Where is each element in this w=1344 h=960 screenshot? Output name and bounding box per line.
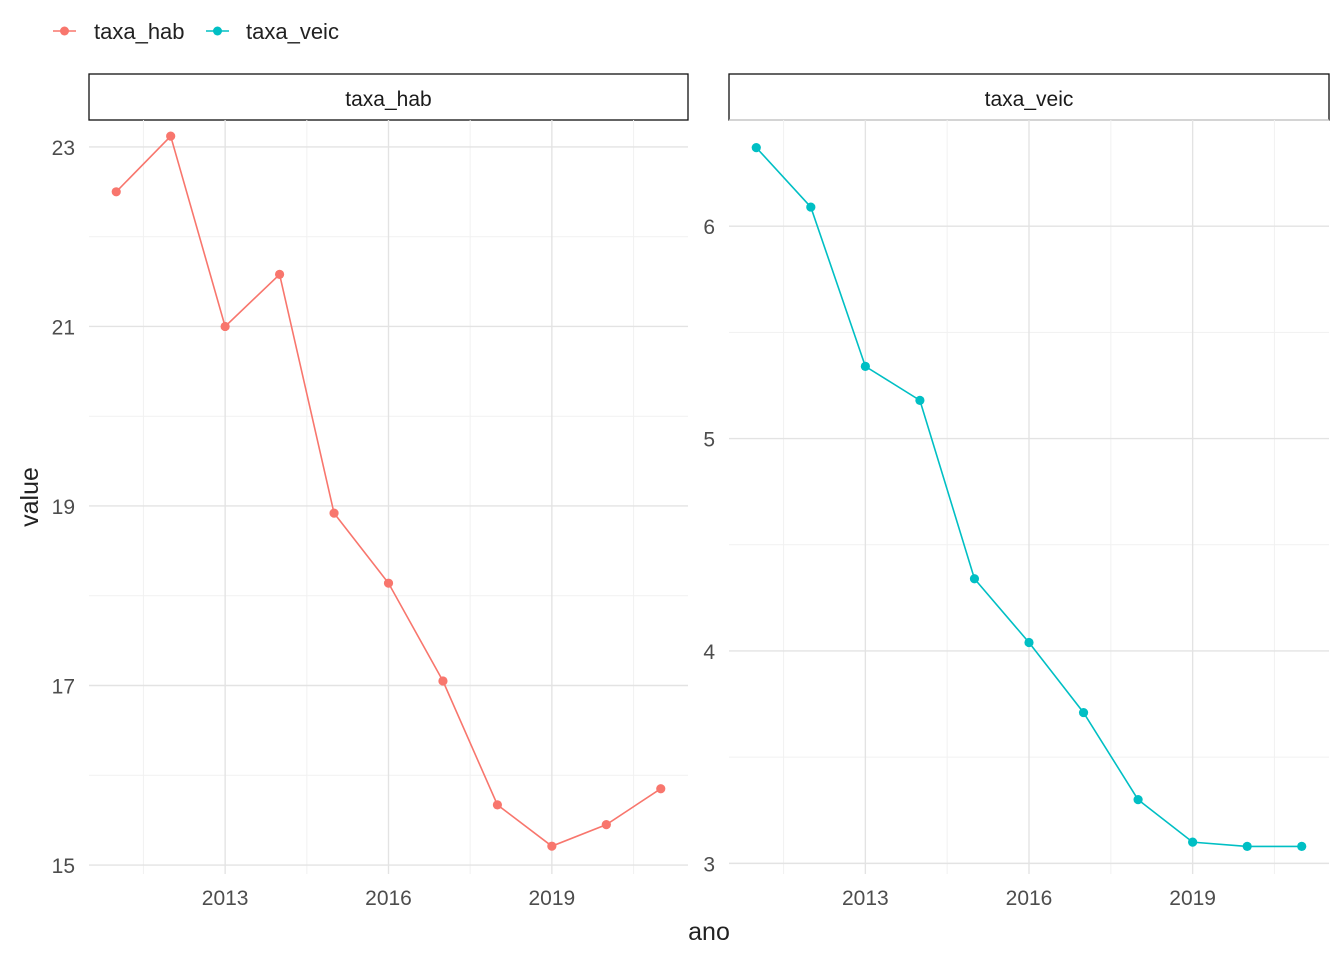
data-point-taxa-hab: [438, 676, 448, 686]
legend-label-taxa-veic: taxa_veic: [246, 19, 339, 44]
data-point-taxa-hab: [547, 841, 557, 851]
y-tick-label: 17: [52, 676, 75, 699]
data-point-taxa-hab: [492, 800, 503, 810]
legend-key-point-taxa-hab: [60, 26, 69, 36]
strip-box-taxa-hab: [88, 73, 689, 121]
data-point-taxa-veic: [806, 202, 816, 212]
data-point-taxa-hab: [111, 187, 121, 197]
legend-key-point-taxa-veic: [213, 26, 222, 36]
x-tick-label: 2016: [365, 887, 412, 910]
data-point-taxa-veic: [1024, 637, 1034, 648]
legend: taxa_hab taxa_veic: [53, 19, 339, 44]
y-tick-label: 19: [52, 496, 75, 519]
x-tick-label: 2013: [202, 887, 249, 910]
data-point-taxa-hab: [656, 784, 666, 794]
data-point-taxa-veic: [1297, 841, 1307, 851]
x-tick-label: 2019: [529, 887, 576, 910]
y-tick-label: 3: [703, 853, 715, 876]
strip-box-taxa-veic: [728, 73, 1330, 121]
strip-label-taxa-hab: taxa_hab: [345, 88, 431, 111]
legend-item-taxa-veic: taxa_veic: [206, 19, 339, 44]
data-point-taxa-veic: [1188, 837, 1198, 847]
y-tick-label: 21: [52, 316, 75, 339]
data-point-taxa-veic: [1133, 795, 1143, 805]
x-tick-label: 2016: [1006, 887, 1053, 910]
data-point-taxa-hab: [166, 131, 176, 141]
data-point-taxa-hab: [220, 321, 230, 332]
x-axis-title: ano: [688, 918, 730, 946]
strip-label-taxa-veic: taxa_veic: [985, 88, 1074, 111]
panel-taxa-veic: taxa_veic 2013 2016 2019 3 4 5 6: [703, 73, 1330, 910]
data-point-taxa-veic: [1078, 707, 1089, 718]
y-axis-title: value: [16, 467, 44, 527]
data-point-taxa-hab: [274, 269, 285, 279]
data-point-taxa-veic: [969, 574, 980, 584]
legend-label-taxa-hab: taxa_hab: [94, 19, 185, 44]
y-tick-label: 5: [703, 429, 715, 452]
y-tick-label: 23: [52, 137, 75, 160]
x-tick-label: 2019: [1169, 887, 1216, 910]
data-point-taxa-veic: [915, 395, 925, 405]
data-point-taxa-veic: [860, 361, 870, 371]
data-point-taxa-hab: [329, 508, 339, 518]
legend-item-taxa-hab: taxa_hab: [53, 19, 185, 44]
data-point-taxa-hab: [383, 578, 394, 588]
data-point-taxa-veic: [751, 143, 761, 153]
data-point-taxa-veic: [1242, 841, 1252, 851]
x-tick-label: 2013: [842, 887, 889, 910]
y-tick-label: 15: [52, 855, 75, 878]
y-tick-label: 6: [703, 216, 715, 239]
y-tick-label: 4: [703, 641, 715, 664]
data-point-taxa-hab: [601, 820, 611, 830]
panel-taxa-hab: taxa_hab 2013 2016 2019 15 17 19 21 23: [52, 73, 689, 910]
